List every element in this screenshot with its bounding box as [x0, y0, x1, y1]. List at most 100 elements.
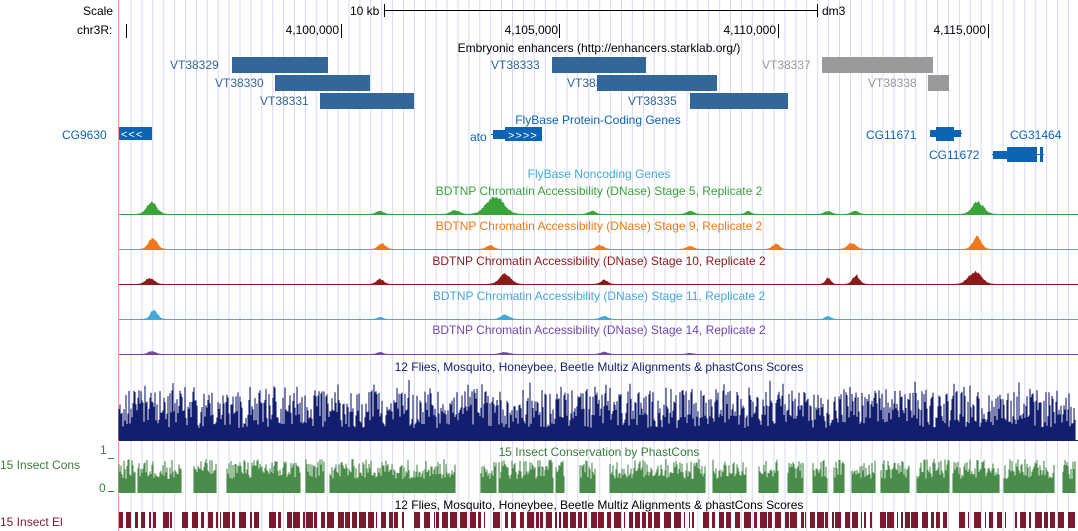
conserved-element: [250, 512, 252, 528]
conserved-element: [493, 512, 500, 528]
conserved-element: [989, 512, 993, 528]
conserved-element: [845, 512, 850, 528]
gene-exon: [505, 127, 542, 141]
conserved-element: [654, 512, 660, 528]
ruler-tick-label: 4,105,000: [504, 23, 558, 37]
conserved-element: [321, 512, 325, 528]
conserved-element: [192, 512, 198, 528]
phastcons-side-label[interactable]: 15 Insect Cons: [0, 458, 81, 472]
conserved-element: [768, 512, 772, 528]
conserved-element: [943, 512, 947, 528]
conserved-element: [153, 512, 156, 528]
track-title-noncoding[interactable]: FlyBase Noncoding Genes: [527, 167, 671, 181]
conserved-element: [744, 512, 751, 528]
conserved-element: [182, 512, 188, 528]
enhancer-label[interactable]: VT38330: [215, 76, 264, 90]
enhancer-label[interactable]: VT38331: [260, 94, 309, 108]
phastcons-axis-max: 1: [100, 443, 107, 457]
enhancer-label[interactable]: VT38334: [567, 76, 616, 90]
conserved-element: [223, 512, 230, 528]
conserved-element: [974, 512, 981, 528]
conserved-element: [376, 512, 377, 528]
conserved-element: [901, 512, 903, 528]
conserved-element: [835, 512, 841, 528]
conserved-element: [381, 512, 386, 528]
enhancer-box: [552, 57, 646, 73]
track-title-elements[interactable]: 12 Flies, Mosquito, Honeybee, Beetle Mul…: [394, 498, 804, 512]
gene-label[interactable]: ato: [470, 130, 487, 144]
conserved-element: [484, 512, 485, 528]
conserved-element: [726, 512, 731, 528]
conserved-element: [414, 512, 420, 528]
conserved-element: [584, 512, 587, 528]
conserved-element: [269, 512, 276, 528]
conserved-element: [825, 512, 828, 528]
ruler-tick-label: 4,110,000: [723, 23, 777, 37]
track-title-enhancers[interactable]: Embryonic enhancers (http://enhancers.st…: [457, 41, 741, 55]
conserved-element: [985, 512, 986, 528]
conserved-element: [578, 512, 582, 528]
conserved-element: [239, 512, 246, 528]
conserved-element: [785, 512, 789, 528]
dnase-signal: [119, 196, 1076, 214]
enhancer-box: [690, 93, 788, 109]
enhancer-label[interactable]: VT38335: [628, 94, 677, 108]
conserved-element: [434, 512, 435, 528]
track-title-dnase-stage11[interactable]: BDTNP Chromatin Accessibility (DNase) St…: [432, 289, 766, 303]
conserved-element: [201, 512, 204, 528]
track-title-dnase-stage5[interactable]: BDTNP Chromatin Accessibility (DNase) St…: [435, 184, 763, 198]
conserved-element: [208, 512, 213, 528]
conserved-element: [126, 512, 131, 528]
conserved-element: [719, 512, 724, 528]
conserved-element: [1029, 512, 1031, 528]
conserved-element: [442, 512, 448, 528]
conserved-element: [642, 512, 646, 528]
track-title-multiz[interactable]: 12 Flies, Mosquito, Honeybee, Beetle Mul…: [394, 360, 804, 374]
track-title-dnase-stage9[interactable]: BDTNP Chromatin Accessibility (DNase) St…: [435, 219, 763, 233]
scale-label: Scale: [83, 4, 114, 18]
conserved-element: [1020, 512, 1026, 528]
gene-label[interactable]: CG11672: [929, 148, 980, 162]
conserved-element: [810, 512, 815, 528]
conserved-element: [1058, 512, 1064, 528]
conserved-element: [293, 512, 300, 528]
conserved-element: [327, 512, 334, 528]
gene-exon: [119, 127, 152, 140]
gene-label[interactable]: CG31464: [1010, 128, 1062, 142]
conserved-element: [287, 512, 292, 528]
enhancer-label[interactable]: VT38337: [762, 58, 811, 72]
enhancer-label[interactable]: VT38333: [491, 58, 540, 72]
conserved-element: [864, 512, 866, 528]
conserved-element: [775, 512, 781, 528]
conserved-element: [760, 512, 767, 528]
track-title-dnase-stage14[interactable]: BDTNP Chromatin Accessibility (DNase) St…: [432, 323, 766, 337]
ruler-tick-label: 4,115,000: [933, 23, 987, 37]
enhancer-box: [928, 75, 949, 91]
elements-side-label[interactable]: 15 Insect El: [0, 515, 63, 529]
conserved-element: [303, 512, 305, 528]
gene-utr: [930, 130, 936, 137]
conserved-element: [394, 512, 398, 528]
track-title-phastcons[interactable]: 15 Insect Conservation by PhastCons: [498, 445, 700, 459]
conserved-element: [689, 512, 690, 528]
ruler-tick-label: 4,100,000: [285, 23, 339, 37]
conserved-element: [119, 512, 123, 528]
dnase-signal: [119, 271, 1076, 284]
conserved-element: [163, 512, 169, 528]
conserved-element: [359, 512, 366, 528]
conserved-element: [674, 512, 681, 528]
track-title-genes[interactable]: FlyBase Protein-Coding Genes: [515, 113, 681, 127]
conserved-element: [905, 512, 910, 528]
conserved-element: [861, 512, 862, 528]
gene-label[interactable]: CG11671: [866, 128, 917, 142]
conserved-element: [338, 512, 344, 528]
enhancer-label[interactable]: VT38329: [170, 58, 219, 72]
track-title-dnase-stage10[interactable]: BDTNP Chromatin Accessibility (DNase) St…: [432, 254, 766, 268]
gene-label[interactable]: CG9630: [62, 128, 107, 142]
conserved-element: [520, 512, 524, 528]
conserved-element: [1068, 512, 1075, 528]
enhancer-label[interactable]: VT38338: [868, 76, 917, 90]
conserved-element: [735, 512, 740, 528]
